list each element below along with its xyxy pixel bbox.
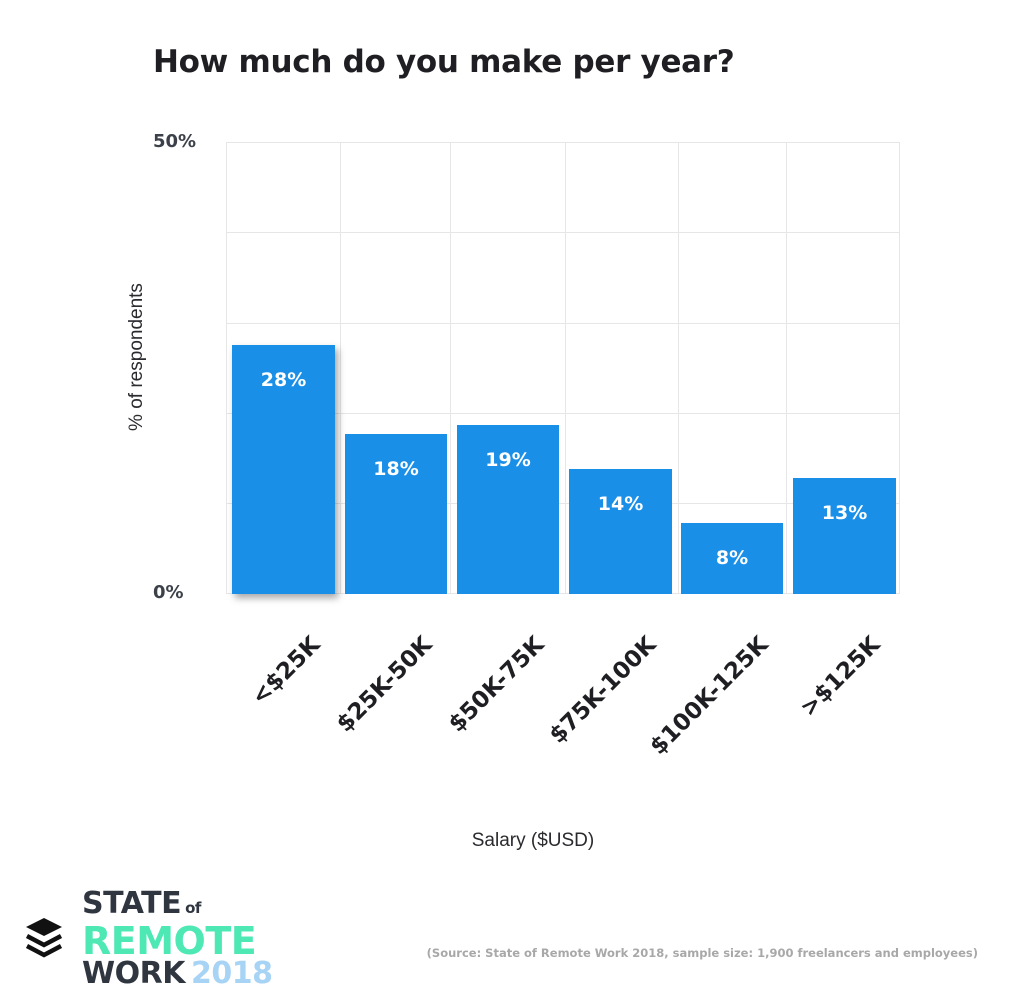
gridline [226, 593, 900, 594]
chart-title: How much do you make per year? [153, 44, 735, 80]
source-note: (Source: State of Remote Work 2018, samp… [426, 946, 978, 960]
bar-50k-75k[interactable]: 19% [457, 425, 559, 594]
gridline [565, 142, 566, 594]
logo-remote-text: REMOTE [82, 919, 257, 963]
gridline [899, 142, 900, 594]
x-axis-label: Salary ($USD) [471, 830, 595, 851]
bar-25k-50k[interactable]: 18% [345, 434, 447, 594]
gridline [226, 232, 900, 233]
bar-value-label: 18% [373, 458, 419, 480]
x-tick-50k-75k: $50K-75K [443, 631, 550, 738]
bar-over-125k[interactable]: 13% [793, 478, 896, 594]
x-tick-under-25k: <$25K [246, 631, 326, 711]
bar-value-label: 19% [485, 449, 531, 471]
bar-75k-100k[interactable]: 14% [569, 469, 672, 594]
x-tick-75k-100k: $75K-100K [544, 631, 662, 749]
logo-work-text: WORK [82, 956, 185, 991]
y-axis-label: % of respondents [126, 283, 147, 431]
gridline [786, 142, 787, 594]
gridline [340, 142, 341, 594]
bar-value-label: 13% [821, 502, 868, 524]
gridline [450, 142, 451, 594]
plot-area: 28% 18% 19% 14% 8% 13% [226, 142, 900, 594]
gridline [678, 142, 679, 594]
gridline [226, 323, 900, 324]
bar-value-label: 14% [597, 493, 644, 515]
bar-value-label: 8% [715, 547, 749, 569]
y-tick-max: 50% [153, 131, 197, 152]
bar-under-25k[interactable]: 28% [232, 345, 335, 594]
y-tick-min: 0% [153, 582, 184, 603]
logo-year-text: 2018 [190, 956, 273, 991]
x-tick-over-125k: >$125K [795, 631, 886, 722]
gridline [226, 142, 227, 594]
gridline [226, 413, 900, 414]
x-tick-100k-125k: $100K-125K [645, 631, 774, 760]
logo-state-text: STATE [82, 886, 182, 921]
bar-100k-125k[interactable]: 8% [681, 523, 783, 594]
x-tick-25k-50k: $25K-50K [331, 631, 438, 738]
layers-icon [25, 918, 63, 958]
bar-value-label: 28% [260, 369, 307, 391]
gridline [226, 142, 900, 143]
gridline [226, 503, 900, 504]
logo-of-text: of [185, 899, 201, 917]
